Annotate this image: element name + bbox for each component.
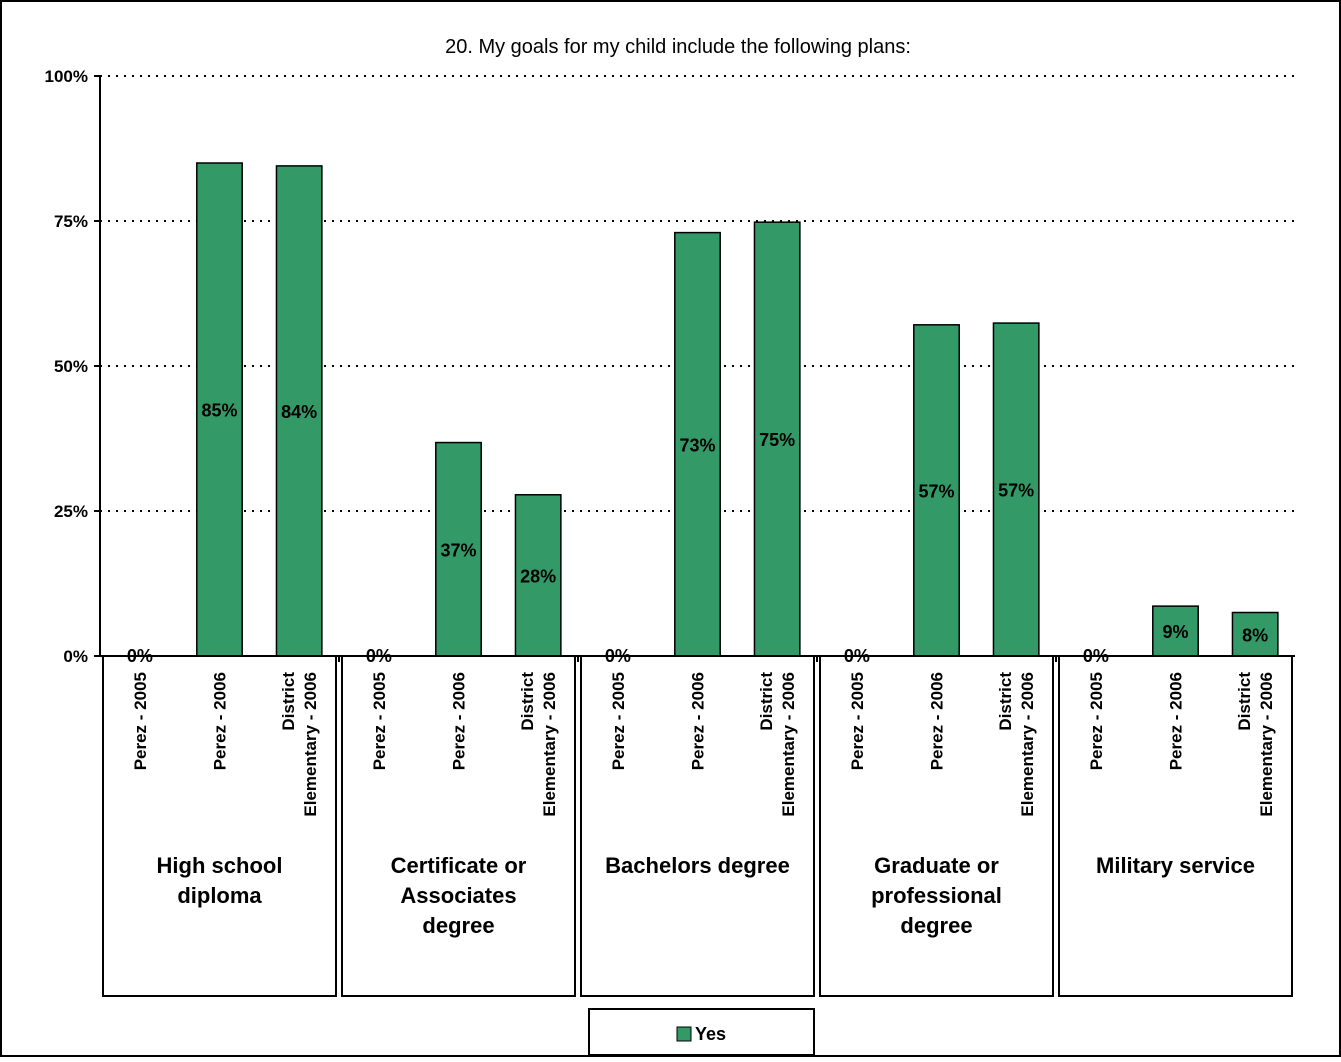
category-label: Perez - 2006 <box>1167 672 1186 770</box>
legend-swatch <box>676 1026 692 1042</box>
legend-item-yes: Yes <box>695 1024 726 1044</box>
category-label: District <box>279 672 298 731</box>
group-label: degree <box>900 913 972 938</box>
group-box <box>819 655 1054 997</box>
group-label: diploma <box>177 883 262 908</box>
data-label: 28% <box>520 566 556 586</box>
bar <box>514 494 562 657</box>
y-tick-label: 25% <box>54 502 88 521</box>
category-label: District <box>1235 672 1254 731</box>
bar <box>753 221 801 657</box>
group-label: degree <box>422 913 494 938</box>
category-label: Perez - 2006 <box>450 672 469 770</box>
group-box <box>102 655 337 997</box>
category-label: District <box>996 672 1015 731</box>
y-tick-label: 100% <box>45 67 88 86</box>
category-label: Perez - 2006 <box>211 672 230 770</box>
category-label: Perez - 2005 <box>370 672 389 770</box>
data-label: 73% <box>679 435 715 455</box>
group-box <box>580 655 815 997</box>
y-tick-label: 75% <box>54 212 88 231</box>
category-label: Elementary - 2006 <box>1257 672 1276 817</box>
category-label: Perez - 2006 <box>928 672 947 770</box>
group-label: Graduate or <box>874 853 999 878</box>
category-label: Elementary - 2006 <box>301 672 320 817</box>
data-label: 84% <box>281 402 317 422</box>
data-label: 85% <box>201 401 237 421</box>
group-box <box>341 655 576 997</box>
y-axis-ticks: 0% 25% 50% 75% 100% <box>45 67 100 666</box>
category-label: Perez - 2005 <box>131 672 150 770</box>
bar <box>1231 611 1279 657</box>
group-label: Military service <box>1096 853 1255 878</box>
data-label: 57% <box>998 481 1034 501</box>
group-label: professional <box>871 883 1002 908</box>
group-label: Bachelors degree <box>605 853 790 878</box>
category-label: Perez - 2005 <box>1087 672 1106 770</box>
bar <box>674 231 721 657</box>
group-label: High school <box>157 853 283 878</box>
chart-title: 20. My goals for my child include the fo… <box>445 36 911 58</box>
category-label: District <box>518 672 537 731</box>
y-tick-label: 0% <box>63 647 88 666</box>
category-label: Elementary - 2006 <box>779 672 798 817</box>
legend: Yes <box>588 1008 815 1056</box>
category-label: District <box>757 672 776 731</box>
category-label: Perez - 2005 <box>609 672 628 770</box>
y-tick-label: 50% <box>54 357 88 376</box>
legend-box <box>588 1008 815 1056</box>
bar <box>913 324 960 657</box>
category-label: Perez - 2005 <box>848 672 867 770</box>
data-label: 75% <box>759 430 795 450</box>
category-label: Elementary - 2006 <box>540 672 559 817</box>
group-box <box>1058 655 1293 997</box>
bars <box>196 162 1279 657</box>
category-label: Elementary - 2006 <box>1018 672 1037 817</box>
category-labels: Perez - 2005 Perez - 2006 District Elementa… <box>102 655 1293 997</box>
bar <box>1152 605 1199 657</box>
data-label: 9% <box>1162 622 1188 642</box>
data-labels: 0%85% 84%0%37%28%0%73% 75%0%57% 57%0%9% 8% <box>127 401 1268 667</box>
group-label: Associates <box>400 883 516 908</box>
group-label: Certificate or <box>391 853 527 878</box>
data-label: 8% <box>1242 625 1268 645</box>
data-label: 57% <box>918 481 954 501</box>
category-label: Perez - 2006 <box>689 672 708 770</box>
data-label: 37% <box>440 540 476 560</box>
